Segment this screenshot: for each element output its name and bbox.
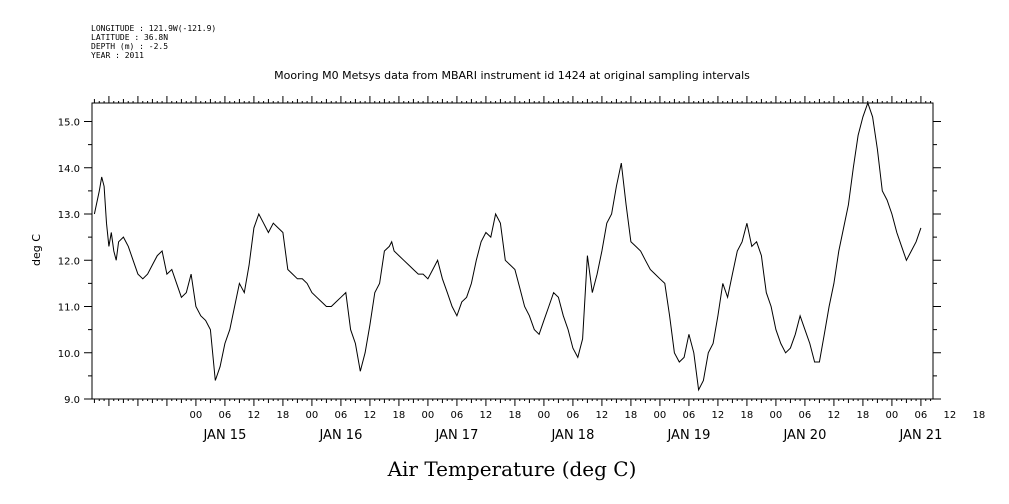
- x-tick-label: 00: [422, 410, 435, 421]
- location-metadata: LONGITUDE : 121.9W(-121.9) LATITUDE : 36…: [91, 24, 216, 60]
- plot-frame: [91, 102, 934, 400]
- date-label: JAN 18: [550, 428, 594, 443]
- y-tick-label: 14.0: [58, 164, 80, 175]
- y-tick-label: 11.0: [58, 303, 80, 314]
- depth-text: DEPTH (m) : -2.5: [91, 42, 168, 51]
- x-tick-label: 00: [538, 410, 551, 421]
- series-line-0: [93, 101, 922, 392]
- x-tick-label: 12: [596, 410, 609, 421]
- x-tick-label: 18: [625, 410, 638, 421]
- x-tick-label: 06: [915, 410, 928, 421]
- x-tick-label: 00: [886, 410, 899, 421]
- x-tick-label: 12: [712, 410, 725, 421]
- x-tick-label: 06: [683, 410, 696, 421]
- x-tick-label: 00: [306, 410, 319, 421]
- y-axis-ticks: 9.0 10.0 11.0 12.0 13.0 14.0 15.0: [58, 118, 941, 406]
- x-tick-label: 18: [509, 410, 522, 421]
- x-tick-label: 06: [219, 410, 232, 421]
- date-label: JAN 16: [318, 428, 362, 443]
- date-label: JAN 15: [202, 428, 246, 443]
- x-tick-label: 00: [654, 410, 667, 421]
- x-axis-ticks: 00 06 12 18 00 06 12 18 00 06 12 18 00 06 12 18 00 06 12 18…: [93, 96, 986, 443]
- y-tick-label: 15.0: [58, 118, 80, 129]
- x-tick-label: 12: [480, 410, 493, 421]
- y-axis-label: deg C: [30, 234, 43, 266]
- x-tick-label: 18: [973, 410, 986, 421]
- x-tick-label: 00: [770, 410, 783, 421]
- date-label: JAN 17: [434, 428, 478, 443]
- x-tick-label: 12: [944, 410, 957, 421]
- x-tick-label: 12: [248, 410, 261, 421]
- x-tick-label: 18: [393, 410, 406, 421]
- x-tick-label: 06: [799, 410, 812, 421]
- longitude-text: LONGITUDE : 121.9W(-121.9): [91, 24, 216, 33]
- x-tick-label: 06: [567, 410, 580, 421]
- y-tick-label: 13.0: [58, 210, 80, 221]
- year-text: YEAR : 2011: [91, 51, 144, 60]
- data-series: [93, 101, 922, 392]
- x-tick-label: 18: [741, 410, 754, 421]
- y-tick-label: 10.0: [58, 349, 80, 360]
- latitude-text: LATITUDE : 36.8N: [91, 33, 168, 42]
- x-tick-label: 18: [857, 410, 870, 421]
- x-tick-label: 12: [828, 410, 841, 421]
- x-tick-label: 00: [190, 410, 203, 421]
- date-label: JAN 19: [666, 428, 710, 443]
- x-tick-label: 06: [451, 410, 464, 421]
- y-tick-label: 12.0: [58, 256, 80, 267]
- x-tick-label: 18: [277, 410, 290, 421]
- date-label: JAN 20: [782, 428, 826, 443]
- chart-title: Mooring M0 Metsys data from MBARI instru…: [274, 69, 750, 82]
- date-label: JAN 21: [898, 428, 942, 443]
- y-tick-label: 9.0: [64, 395, 80, 406]
- x-tick-label: 12: [364, 410, 377, 421]
- x-tick-label: 06: [335, 410, 348, 421]
- x-axis-label: Air Temperature (deg C): [387, 457, 637, 481]
